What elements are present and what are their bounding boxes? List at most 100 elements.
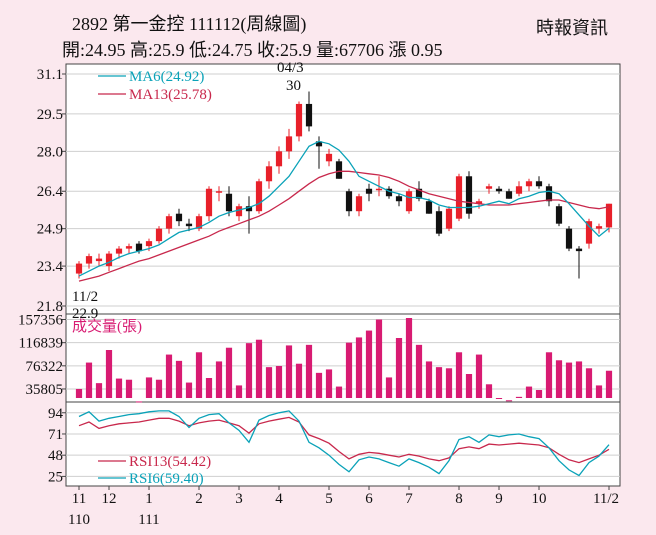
candle-body bbox=[175, 213, 183, 222]
volume-bar bbox=[365, 330, 373, 398]
volume-bar bbox=[455, 352, 463, 398]
x-tick-label: 3 bbox=[235, 491, 243, 507]
x-tick-label: 11/2 bbox=[593, 491, 619, 507]
candle-body bbox=[445, 208, 453, 229]
candle-body bbox=[75, 263, 83, 274]
volume-bar bbox=[545, 352, 553, 398]
volume-bar bbox=[265, 367, 273, 398]
x-tick-label: 8 bbox=[455, 491, 463, 507]
volume-bar bbox=[355, 337, 363, 398]
rsi-tick-label: 25 bbox=[48, 469, 63, 485]
candle-body bbox=[375, 188, 383, 191]
ma13-legend: MA13(25.78) bbox=[129, 87, 212, 103]
volume-bar bbox=[135, 401, 143, 403]
volume-bar bbox=[575, 361, 583, 398]
volume-bar bbox=[165, 354, 173, 398]
moving-average-lines bbox=[78, 140, 610, 282]
x-year-label: 110 bbox=[68, 512, 90, 528]
volume-bar bbox=[235, 385, 243, 398]
candle-body bbox=[265, 166, 273, 182]
candle-body bbox=[545, 186, 553, 202]
candle-body bbox=[475, 201, 483, 204]
chart-title: 2892 第一金控 111112(周線圖) bbox=[72, 14, 307, 34]
candle-body bbox=[495, 188, 503, 192]
volume-bar bbox=[375, 319, 383, 398]
candle-body bbox=[325, 153, 333, 162]
candle-body bbox=[255, 181, 263, 212]
candlesticks bbox=[75, 91, 613, 279]
candle-body bbox=[155, 228, 163, 242]
candle-body bbox=[305, 103, 313, 127]
candle-body bbox=[405, 191, 413, 212]
volume-bar bbox=[245, 343, 253, 398]
volume-tick-label: 76322 bbox=[26, 359, 64, 375]
volume-tick-label: 35805 bbox=[26, 382, 64, 398]
candle-body bbox=[525, 181, 533, 187]
volume-bar bbox=[295, 363, 303, 398]
candle-body bbox=[335, 161, 343, 179]
candle-body bbox=[425, 201, 433, 214]
volume-bars bbox=[75, 318, 613, 403]
low-value-annotation: 22.9 bbox=[72, 306, 98, 322]
ma13-line bbox=[78, 170, 610, 282]
candle-body bbox=[345, 191, 353, 212]
candle-body bbox=[535, 181, 543, 187]
x-tick-label: 2 bbox=[195, 491, 203, 507]
candle-body bbox=[185, 223, 193, 227]
volume-tick-label: 157356 bbox=[18, 313, 64, 329]
candle-body bbox=[585, 221, 593, 244]
volume-bar bbox=[485, 384, 493, 398]
volume-bar bbox=[505, 400, 513, 402]
volume-bar bbox=[215, 361, 223, 398]
volume-bar bbox=[435, 367, 443, 398]
price-tick-label: 23.4 bbox=[37, 259, 64, 275]
candle-body bbox=[205, 188, 213, 217]
volume-bar bbox=[525, 386, 533, 398]
volume-bar bbox=[345, 342, 353, 398]
candle-body bbox=[275, 151, 283, 167]
price-tick-label: 31.1 bbox=[37, 67, 63, 83]
rsi-tick-label: 94 bbox=[48, 406, 64, 422]
candle-body bbox=[355, 196, 363, 212]
volume-bar bbox=[205, 378, 213, 398]
x-tick-label: 6 bbox=[365, 491, 373, 507]
volume-bar bbox=[585, 368, 593, 398]
x-tick-label: 10 bbox=[532, 491, 547, 507]
volume-bar bbox=[385, 377, 393, 398]
volume-bar bbox=[285, 345, 293, 398]
candle-body bbox=[245, 206, 253, 212]
candle-body bbox=[145, 241, 153, 247]
volume-bar bbox=[255, 339, 263, 398]
volume-bar bbox=[155, 379, 163, 398]
volume-bar bbox=[395, 338, 403, 398]
candle-body bbox=[195, 216, 203, 229]
volume-bar bbox=[225, 347, 233, 398]
volume-bar bbox=[105, 350, 113, 398]
volume-bar bbox=[555, 360, 563, 398]
volume-bar bbox=[535, 390, 543, 398]
price-tick-label: 21.8 bbox=[37, 299, 63, 315]
candle-body bbox=[125, 246, 133, 249]
candle-body bbox=[215, 191, 223, 193]
volume-bar bbox=[495, 398, 503, 399]
candle-body bbox=[395, 196, 403, 202]
candle-body bbox=[135, 243, 143, 252]
candle-body bbox=[85, 256, 93, 264]
x-tick-label: 11 bbox=[72, 491, 86, 507]
candle-body bbox=[605, 203, 613, 228]
volume-bar bbox=[605, 370, 613, 398]
rsi13-legend: RSI13(54.42) bbox=[129, 454, 211, 470]
rsi-lines bbox=[78, 410, 610, 477]
x-tick-label: 5 bbox=[325, 491, 333, 507]
candle-body bbox=[235, 206, 243, 217]
candle-body bbox=[555, 206, 563, 224]
price-tick-label: 26.4 bbox=[37, 184, 64, 200]
volume-bar bbox=[85, 362, 93, 398]
candle-body bbox=[455, 176, 463, 219]
x-tick-label: 1 bbox=[145, 491, 153, 507]
volume-bar bbox=[305, 344, 313, 398]
price-tick-label: 24.9 bbox=[37, 222, 63, 238]
